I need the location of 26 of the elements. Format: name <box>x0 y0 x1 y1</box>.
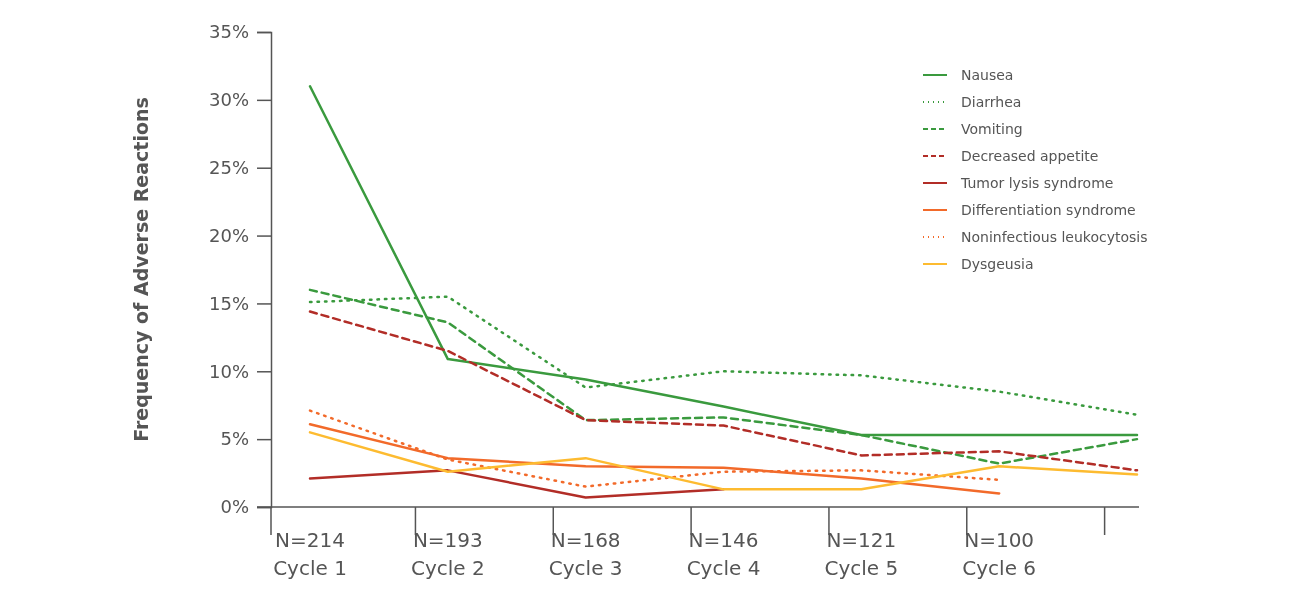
legend-label: Tumor lysis syndrome <box>960 174 1114 191</box>
x-tick-label: N=121 Cycle 5 <box>824 528 899 580</box>
y-tick-label: 0% <box>220 496 249 518</box>
x-tick-label: N=100 Cycle 6 <box>962 528 1037 580</box>
y-tick-label: 10% <box>208 360 249 382</box>
y-tick-label: 15% <box>208 292 249 314</box>
legend-label: Nausea <box>961 66 1014 83</box>
x-tick-label: N=168 Cycle 3 <box>548 528 623 580</box>
legend-label: Diarrhea <box>961 93 1022 110</box>
y-tick-label: 20% <box>208 224 249 246</box>
legend-label: Decreased appetite <box>961 147 1099 164</box>
line-series <box>308 469 725 499</box>
y-tick-label: 30% <box>208 89 249 111</box>
y-axis-title: Frequency of Adverse Reactions <box>130 97 152 442</box>
legend-label: Noninfectious leukocytosis <box>961 228 1148 245</box>
y-tick-label: 5% <box>220 428 249 450</box>
y-tick-label: 35% <box>208 21 249 43</box>
x-tick-label: N=214 Cycle 1 <box>273 528 347 580</box>
y-tick-label: 25% <box>208 156 249 178</box>
line-series <box>308 310 1139 472</box>
legend-label: Differentiation syndrome <box>961 201 1136 218</box>
x-tick-label: N=146 Cycle 4 <box>686 528 761 580</box>
line-series <box>308 431 1139 491</box>
legend-label: Dysgeusia <box>961 255 1034 272</box>
legend-label: Vomiting <box>961 120 1023 137</box>
x-tick-label: N=193 Cycle 2 <box>410 528 485 580</box>
